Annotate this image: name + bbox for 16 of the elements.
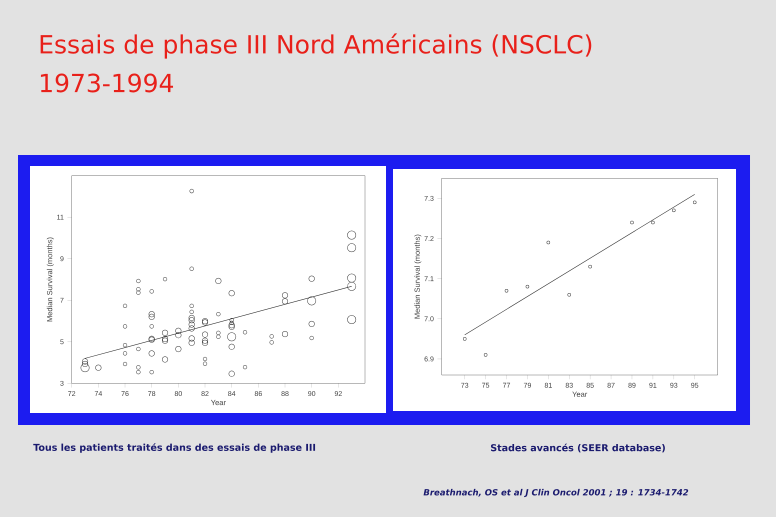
point bbox=[692, 200, 696, 204]
point bbox=[588, 264, 592, 268]
point bbox=[462, 337, 466, 341]
text: Stades avancés (SEER database) bbox=[490, 444, 665, 452]
point bbox=[651, 220, 655, 224]
point bbox=[568, 292, 572, 296]
text: Tous les patients traités dans des essais de phase III bbox=[33, 443, 316, 453]
point bbox=[504, 288, 508, 292]
chart-subtitle: 1973-1994 bbox=[40, 74, 174, 92]
chart-title: Essais de phase III Nord Américains (NSCLC) bbox=[40, 33, 592, 59]
point bbox=[672, 208, 676, 212]
point bbox=[630, 220, 634, 224]
text: Breathnach, OS et al J Clin Oncol 2001 ; 19 : 1734-1742 bbox=[424, 488, 688, 498]
point bbox=[526, 284, 530, 288]
point bbox=[546, 240, 550, 244]
point bbox=[484, 353, 488, 357]
